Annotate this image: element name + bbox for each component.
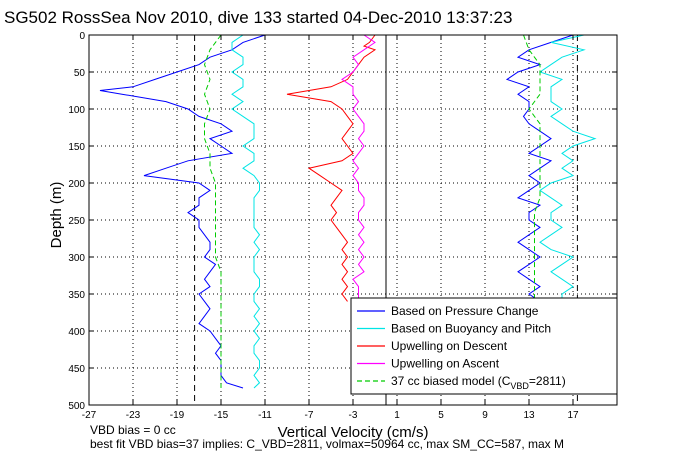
y-tick-label: 500 (68, 401, 85, 412)
legend: Based on Pressure Change Based on Buoyanc… (350, 297, 618, 395)
legend-label: 37 cc biased model (CVBD=2811) (391, 374, 566, 391)
best-fit-note: best fit VBD bias=37 implies: C_VBD=2811… (90, 437, 564, 451)
x-tick-label: -27 (82, 410, 97, 421)
y-tick-label: 100 (68, 105, 85, 116)
series-line-based-on-buoyancy-and-pitch-ascent (538, 34, 597, 331)
legend-label: Upwelling on Descent (391, 339, 508, 353)
vbd-bias-note: VBD bias = 0 cc (90, 423, 176, 437)
series-line-based-on-buoyancy-and-pitch-descent (231, 34, 261, 389)
series-line-upwelling-on-descent-descent (286, 34, 377, 302)
series-line-based-on-pressure-change-ascent (505, 34, 574, 332)
y-tick-label: 150 (68, 142, 85, 153)
x-tick-label: 9 (482, 410, 488, 421)
x-tick-label: 1 (394, 410, 400, 421)
legend-label: Based on Pressure Change (391, 304, 539, 318)
x-tick-label: -19 (170, 410, 185, 421)
x-tick-label: -11 (258, 410, 272, 421)
x-tick-label: 13 (523, 410, 535, 421)
y-tick-label: 0 (79, 31, 85, 42)
x-tick-label: -23 (126, 410, 141, 421)
x-axis-label: Vertical Velocity (cm/s) (278, 424, 429, 441)
y-tick-label: 50 (74, 68, 86, 79)
series-line-37-cc-biased-model-descent (203, 34, 222, 388)
x-tick-label: -7 (305, 410, 314, 421)
series-line-37-cc-biased-model-ascent (523, 34, 541, 331)
x-tick-label: -15 (214, 410, 229, 421)
legend-label: Based on Buoyancy and Pitch (391, 322, 551, 336)
legend-label: Upwelling on Ascent (391, 357, 500, 371)
y-tick-label: 400 (68, 327, 85, 338)
x-tick-label: -3 (349, 410, 358, 421)
y-tick-label: 350 (68, 290, 85, 301)
y-tick-label: 300 (68, 253, 85, 264)
chart-title: SG502 RossSea Nov 2010, dive 133 started… (4, 8, 512, 27)
x-tick-label: 17 (567, 410, 579, 421)
y-tick-label: 200 (68, 179, 85, 190)
legend-box (350, 297, 618, 395)
x-tick-label: 5 (438, 410, 444, 421)
y-tick-label: 250 (68, 216, 85, 227)
y-tick-label: 450 (68, 364, 85, 375)
series-line-upwelling-on-ascent-ascent (341, 34, 376, 302)
y-axis-label: Depth (m) (48, 182, 65, 249)
series-line-based-on-pressure-change-descent (99, 34, 266, 389)
